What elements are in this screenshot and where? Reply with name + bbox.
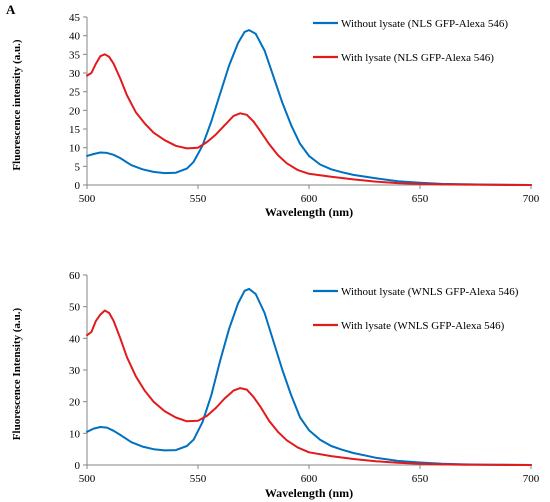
y-axis-title: Fluorescence Intensity (a.u.)	[11, 307, 23, 440]
x-tick-label: 650	[412, 473, 429, 485]
legend-label: With lysate (NLS GFP-Alexa 546)	[341, 52, 494, 64]
y-tick-label: 20	[69, 397, 81, 409]
x-tick-label: 550	[190, 473, 207, 485]
x-tick-label: 650	[412, 193, 429, 205]
x-axis-title: Wavelength (nm)	[265, 486, 353, 500]
x-tick-label: 500	[79, 193, 96, 205]
y-tick-label: 50	[69, 302, 81, 314]
chart-bottom: 0 10 20 30 40 50 60 500 550 600 650 700 Fluorescence…	[11, 270, 540, 500]
y-tick-label: 15	[69, 124, 81, 136]
y-tick-label: 30	[69, 365, 81, 377]
series-line-with-lysate	[86, 53, 532, 186]
y-tick-label: 40	[69, 31, 81, 43]
y-tick-label: 60	[69, 270, 81, 282]
x-tick-label: 600	[301, 193, 318, 205]
y-tick-label: 0	[75, 180, 81, 192]
x-tick-label: 550	[190, 193, 207, 205]
x-tick-label: 700	[523, 473, 540, 485]
y-tick-label: 10	[69, 428, 81, 440]
x-tick-label: 700	[523, 193, 540, 205]
y-tick-label: 35	[69, 49, 81, 61]
legend-label: Without lysate (NLS GFP-Alexa 546)	[341, 18, 508, 30]
y-axis-title: Fluorescence intensity (a.u.)	[11, 39, 23, 171]
y-tick-label: 40	[69, 333, 81, 345]
panel-label: A	[6, 2, 16, 17]
y-tick-label: 25	[69, 87, 81, 99]
x-axis-title: Wavelength (nm)	[265, 205, 353, 219]
series-line-without-lysate	[86, 29, 532, 186]
y-tick-label: 45	[69, 12, 81, 24]
y-tick-label: 20	[69, 105, 81, 117]
series-line-with-lysate	[86, 309, 532, 466]
series-line-without-lysate	[86, 287, 532, 466]
legend-label: With lysate (WNLS GFP-Alexa 546)	[341, 320, 505, 332]
x-tick-label: 500	[79, 473, 96, 485]
legend-label: Without lysate (WNLS GFP-Alexa 546)	[341, 286, 519, 298]
y-tick-label: 10	[69, 143, 81, 155]
y-tick-label: 5	[75, 161, 81, 173]
y-tick-label: 30	[69, 68, 81, 80]
x-tick-label: 600	[301, 473, 318, 485]
chart-top: 0 5 10 15 20 25 30 35 40 45 500 550 600 650 700 Fluores…	[11, 12, 540, 219]
y-tick-label: 0	[75, 460, 81, 472]
